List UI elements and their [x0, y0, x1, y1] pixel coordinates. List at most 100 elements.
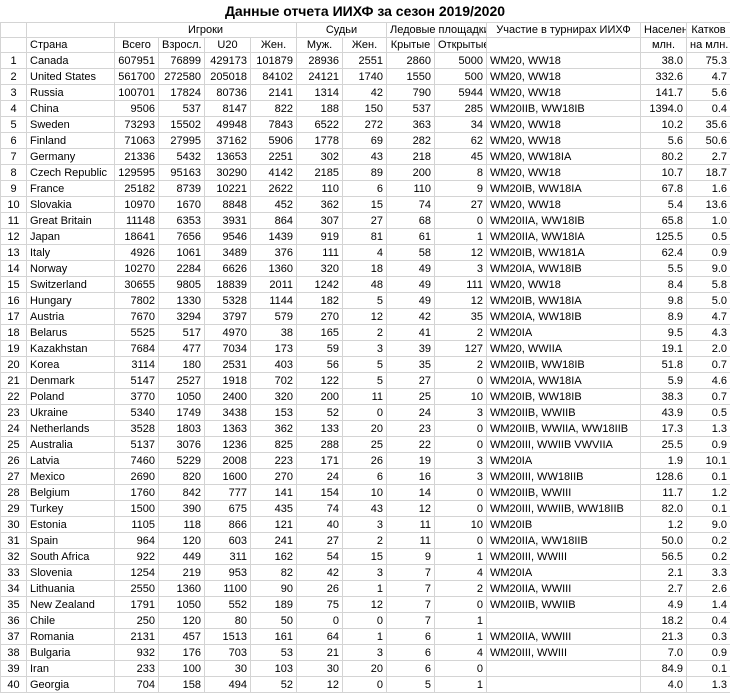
table-cell: WM20IA [487, 325, 641, 341]
table-cell: 7 [387, 565, 435, 581]
table-cell: 103 [251, 661, 297, 677]
table-cell: WM20IB, WW18IA [487, 181, 641, 197]
table-cell: 0.7 [687, 357, 730, 373]
table-cell: WM20IIA, WWIII [487, 581, 641, 597]
table-cell: 1363 [205, 421, 251, 437]
table-cell: WM20IIA, WWIII [487, 629, 641, 645]
table-cell: 24 [297, 469, 343, 485]
table-cell: 19 [387, 453, 435, 469]
table-cell: 4 [435, 565, 487, 581]
table-cell: 607951 [115, 53, 159, 69]
table-cell: 165 [297, 325, 343, 341]
table-cell: 27 [297, 533, 343, 549]
table-cell: 790 [387, 85, 435, 101]
table-cell: WM20, WW18IA [487, 149, 641, 165]
table-cell: 362 [251, 421, 297, 437]
table-cell: 376 [251, 245, 297, 261]
table-cell: 69 [343, 133, 387, 149]
table-cell: 65.8 [641, 213, 687, 229]
table-cell: 0 [435, 213, 487, 229]
table-cell: WM20III, WWIII [487, 549, 641, 565]
table-cell: 40 [297, 517, 343, 533]
table-cell: 363 [387, 117, 435, 133]
table-cell: 6 [387, 645, 435, 661]
country-cell: Romania [27, 629, 115, 645]
table-cell: 2.6 [687, 581, 730, 597]
table-cell: 1.2 [687, 485, 730, 501]
table-cell: WM20IA, WW18IA [487, 373, 641, 389]
column-header: Крытые [387, 38, 435, 53]
table-cell: 38 [1, 645, 27, 661]
table-cell: 34 [1, 581, 27, 597]
table-cell: 39 [1, 661, 27, 677]
table-cell: 50.6 [687, 133, 730, 149]
column-header: млн. [641, 38, 687, 53]
country-cell: New Zealand [27, 597, 115, 613]
table-cell: WM20, WW18 [487, 133, 641, 149]
table-cell: 43 [343, 501, 387, 517]
table-cell: 7 [387, 581, 435, 597]
table-cell: 37162 [205, 133, 251, 149]
table-cell: 703 [205, 645, 251, 661]
country-cell: Turkey [27, 501, 115, 517]
table-cell: 0 [435, 437, 487, 453]
country-cell: Estonia [27, 517, 115, 533]
table-cell: 7802 [115, 293, 159, 309]
country-cell: Belarus [27, 325, 115, 341]
table-cell: 6 [1, 133, 27, 149]
table-cell: 3 [435, 453, 487, 469]
table-cell: 452 [251, 197, 297, 213]
table-cell: 704 [115, 677, 159, 693]
table-cell: 95163 [159, 165, 205, 181]
table-cell: WM20, WW18 [487, 69, 641, 85]
table-cell: 0.1 [687, 661, 730, 677]
table-cell: 18 [343, 261, 387, 277]
table-cell: WM20IIA, WW18IB [487, 213, 641, 229]
table-cell: 7034 [205, 341, 251, 357]
country-cell: Iran [27, 661, 115, 677]
table-cell: 3931 [205, 213, 251, 229]
table-cell: 4.6 [687, 373, 730, 389]
table-cell: 35 [435, 309, 487, 325]
table-cell: WM20IIB, WWIIA, WW18IIB [487, 421, 641, 437]
country-cell: Ukraine [27, 405, 115, 421]
table-cell: 2 [435, 581, 487, 597]
table-cell: 2531 [205, 357, 251, 373]
table-cell: 25 [343, 437, 387, 453]
table-cell: 40 [1, 677, 27, 693]
table-cell: 7.0 [641, 645, 687, 661]
table-cell: 101879 [251, 53, 297, 69]
table-cell: 302 [297, 149, 343, 165]
table-cell: 1670 [159, 197, 205, 213]
table-cell: 10.1 [687, 453, 730, 469]
table-cell: 1513 [205, 629, 251, 645]
table-cell: 24 [1, 421, 27, 437]
table-cell: 0.2 [687, 533, 730, 549]
table-cell: 288 [297, 437, 343, 453]
table-cell: 110 [297, 181, 343, 197]
table-cell: WM20IIB, WWIIB [487, 597, 641, 613]
table-cell: 42 [343, 85, 387, 101]
table-cell: 1 [435, 629, 487, 645]
table-cell: 188 [297, 101, 343, 117]
table-cell: 219 [159, 565, 205, 581]
country-cell: Canada [27, 53, 115, 69]
table-cell: WM20III, WWIII [487, 645, 641, 661]
table-cell: 67.8 [641, 181, 687, 197]
table-cell: 5 [387, 677, 435, 693]
table-cell: 552 [205, 597, 251, 613]
table-cell: 8848 [205, 197, 251, 213]
table-cell: 90 [251, 581, 297, 597]
table-cell: 12 [343, 309, 387, 325]
table-cell: 1254 [115, 565, 159, 581]
table-cell: 29 [1, 501, 27, 517]
table-cell: 777 [205, 485, 251, 501]
table-cell: 26 [297, 581, 343, 597]
table-cell: 1918 [205, 373, 251, 389]
